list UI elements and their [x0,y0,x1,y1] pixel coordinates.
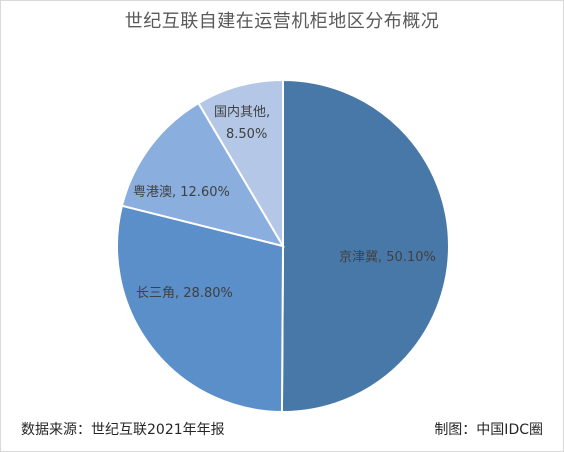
source-note: 数据来源：世纪互联2021年年报 [21,422,225,438]
slice-other [197,78,284,250]
chart-title: 世纪互联自建在运营机柜地区分布概况 [124,11,440,32]
label-jingjinji: 京津冀, 50.10% [339,249,436,265]
pie-labels: 京津冀, 50.10% 长三角, 28.80% 粤港澳, 12.60% 国内其他, 8.… [133,104,436,301]
slice-jingjinji [280,78,450,413]
label-yuegangao: 粤港澳, 12.60% [133,184,230,200]
slice-changsanjiao [116,204,285,414]
credit-note: 制图：中国IDC圈 [434,422,543,438]
pie-slices [116,78,450,414]
label-changsanjiao: 长三角, 28.80% [136,286,233,301]
slice-yuegangao [120,101,286,248]
label-other-name: 国内其他, [214,104,270,120]
label-other-value: 8.50% [226,127,267,142]
